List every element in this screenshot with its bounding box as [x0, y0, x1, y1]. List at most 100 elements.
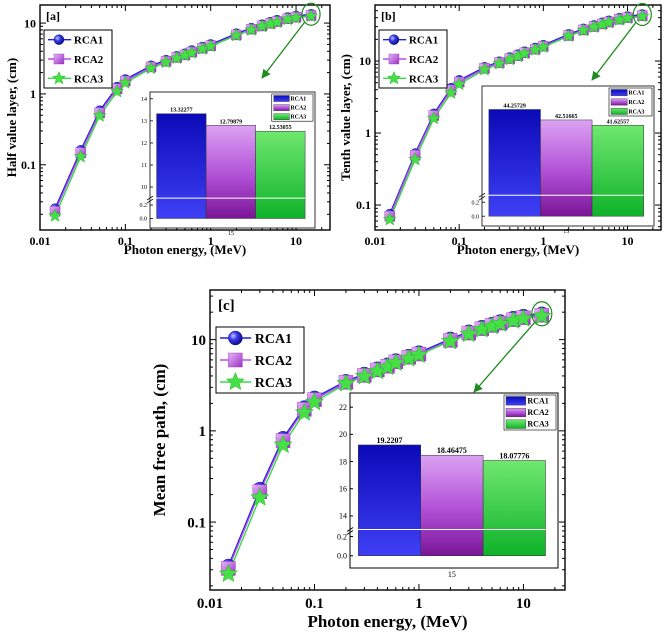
legend-label: RCA2 [74, 54, 104, 66]
inset-legend-label: RCA2 [628, 100, 644, 106]
inset-y-tick-label: 0.0 [337, 552, 347, 561]
data-point-rca3 [336, 373, 356, 392]
data-point-rca3 [294, 402, 314, 421]
inset-bar-rca1 [358, 444, 421, 556]
inset-y-tick-label: 14 [141, 97, 147, 103]
panel-label: [b] [381, 9, 396, 23]
data-point-rca3 [354, 366, 374, 385]
inset-y-tick-label: 16 [339, 485, 347, 494]
data-point-rca3 [304, 8, 318, 23]
inset-bar-chart: 44.25729 42.51665 41.62557 0.2 0.0 15 RCA1 RCA2… [472, 85, 655, 235]
inset-category-label: 15 [448, 570, 456, 579]
inset-bar-rca2 [420, 454, 484, 556]
x-tick-label: 10 [622, 234, 634, 248]
y-tick-label: 1 [365, 126, 371, 140]
inset-bar-rca3 [591, 125, 644, 217]
inset-y-tick-label: 0.2 [140, 203, 148, 209]
panel-label: [c] [218, 298, 235, 314]
y-tick-label: 0.1 [356, 198, 371, 212]
inset-y-tick-label: 14 [339, 512, 347, 521]
data-point-rca3 [159, 54, 173, 69]
inset-bar-rca3 [482, 460, 546, 557]
y-tick-label: 0.1 [21, 158, 36, 172]
data-point-rca3 [73, 149, 88, 163]
annotation-arrow [591, 21, 637, 81]
data-point-rca3 [409, 344, 429, 363]
data-point-rca3 [459, 324, 479, 343]
inset-y-tick-label: 0.0 [140, 217, 148, 223]
inset-legend-swatch [610, 89, 628, 97]
legend-marker-rca1 [53, 34, 65, 45]
inset-legend-swatch [505, 407, 526, 418]
x-axis-title: Photon energy, (MeV) [457, 242, 579, 257]
inset-bar-chart: 13.32277 12.79879 12.53055 14 13 12 11 10 0.2 0.0… [140, 91, 316, 237]
legend-label: RCA3 [409, 73, 439, 85]
data-point-rca3 [517, 46, 532, 60]
legend-marker-rca1 [228, 330, 243, 346]
data-point-rca3 [426, 111, 441, 125]
legend-label: RCA1 [74, 35, 103, 47]
inset-y-tick-label: 22 [339, 403, 347, 412]
data-point-rca3 [532, 306, 552, 325]
data-point-rca3 [48, 208, 62, 222]
highlight-circle [632, 2, 652, 27]
y-axis-title: Mean free path, (cm) [150, 364, 169, 517]
inset-category-label: 15 [563, 229, 569, 235]
x-tick-label: 10 [290, 234, 302, 248]
data-point-rca3 [408, 152, 423, 166]
inset-bar-value-label: 12.79879 [220, 119, 243, 125]
inset-y-tick-label: 0.0 [472, 214, 480, 220]
y-tick-label: 0.1 [187, 515, 206, 531]
inset-legend-label: RCA1 [527, 396, 548, 405]
legend-label: RCA2 [255, 354, 292, 369]
data-point-rca3 [250, 487, 270, 506]
x-tick-label: 0.01 [365, 234, 386, 248]
legend-marker-rca3 [52, 71, 66, 85]
axis-break-mark [346, 527, 354, 532]
legend-marker-rca2 [228, 352, 243, 368]
y-tick-label: 1 [30, 87, 36, 101]
legend-label: RCA1 [255, 332, 292, 347]
inset-bar-rca3 [255, 130, 306, 219]
legend-marker-rca2 [388, 53, 400, 65]
y-tick-label: 1 [199, 424, 207, 440]
inset-y-tick-label: 20 [339, 430, 347, 439]
inset-y-tick-label: 13 [141, 119, 147, 125]
axis-break-mark [346, 530, 354, 535]
chart-panel-2: 0.01 0.1 1 10 0.1 1 10 Photon energy, (MeV) Tent… [338, 2, 662, 257]
axis-break-mark [478, 195, 486, 201]
legend-label: RCA2 [409, 54, 439, 66]
inset-legend-swatch [505, 419, 526, 429]
y-tick-label: 10 [191, 333, 206, 349]
data-point-rca3 [229, 28, 244, 42]
x-tick-label: 0.1 [305, 596, 324, 612]
inset-legend-swatch [273, 113, 290, 120]
inset-legend-label: RCA1 [290, 97, 306, 103]
data-point-rca3 [386, 352, 406, 372]
data-point-rca3 [492, 56, 507, 70]
data-point-rca3 [218, 563, 238, 583]
legend-label: RCA1 [409, 35, 438, 47]
legend-label: RCA3 [74, 73, 104, 85]
inset-category-label: 15 [228, 231, 234, 237]
inset-y-tick-label: 18 [339, 457, 347, 466]
x-tick-label: 0.01 [197, 596, 223, 612]
data-point-rca3 [561, 28, 576, 42]
data-point-rca3 [502, 52, 517, 66]
inset-bar-value-label: 19.2207 [377, 436, 403, 445]
data-point-rca3 [184, 45, 199, 59]
y-axis-title: Tenth value layer, (cm) [338, 54, 353, 181]
inset-bar-value-label: 18.46475 [437, 446, 467, 455]
data-point-rca3 [244, 22, 259, 36]
axis-break-mark [146, 198, 154, 204]
inset-bar-rca1 [488, 109, 541, 217]
x-axis-title: Photon energy, (MeV) [124, 242, 246, 257]
annotation-arrow [261, 21, 306, 79]
y-axis-title: Half value layer, (cm) [4, 58, 19, 177]
inset-legend-label: RCA3 [527, 420, 548, 429]
legend-marker-rca3 [387, 71, 401, 85]
data-point-rca3 [444, 85, 458, 99]
inset-bar-value-label: 44.25729 [503, 103, 526, 109]
inset-bar-chart: 19.2207 18.46475 18.07776 22 20 18 16 14 0.2 0.0 1… [337, 392, 559, 579]
